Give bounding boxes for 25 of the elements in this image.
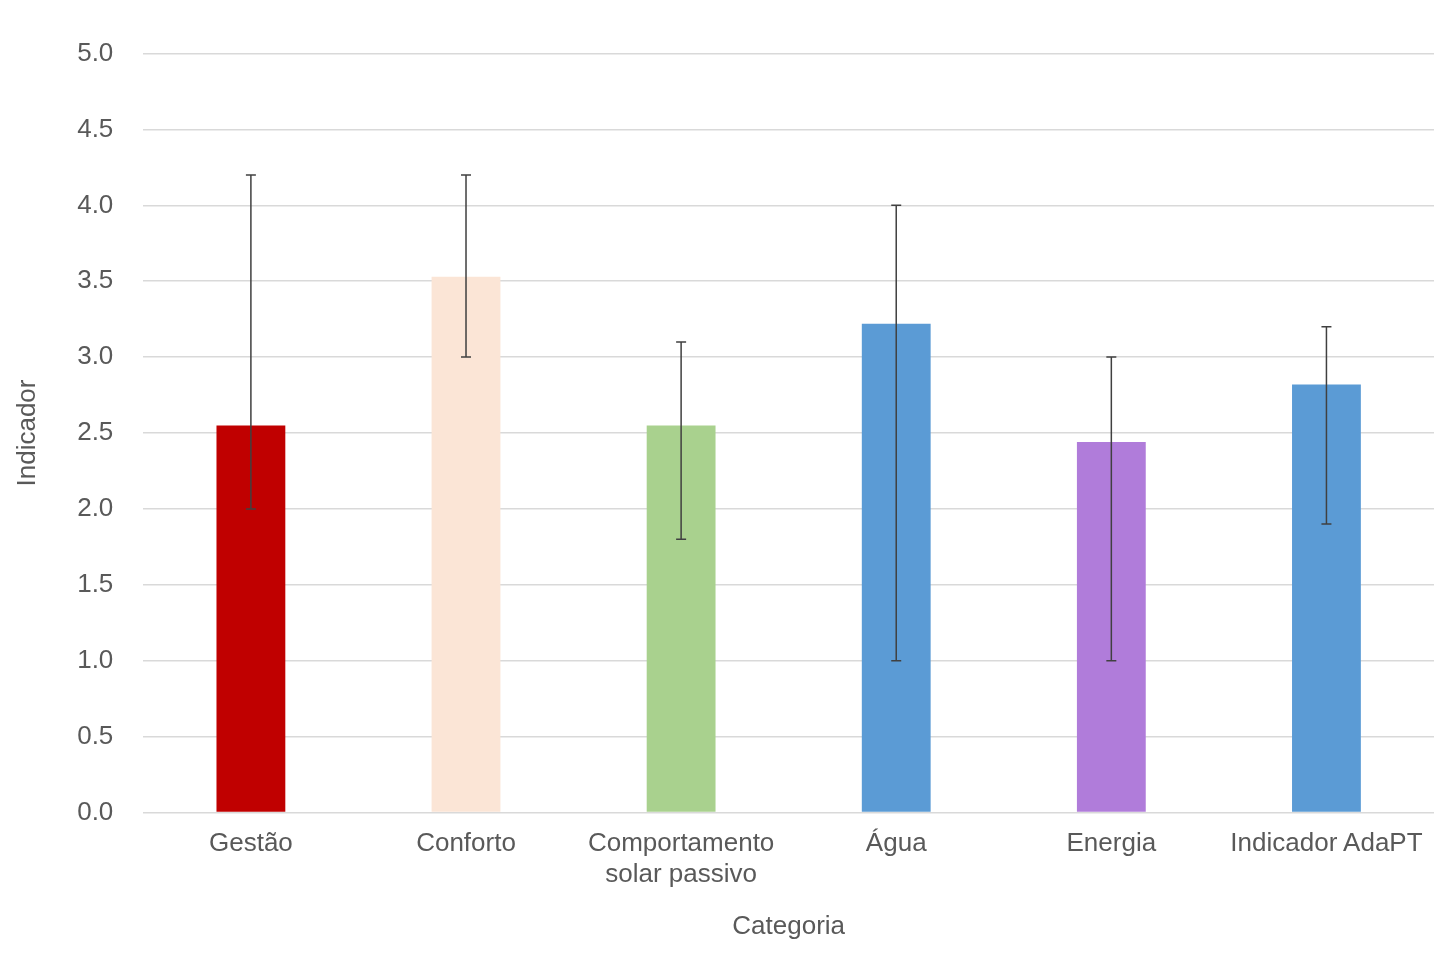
y-tick-label: 5.0 xyxy=(77,36,114,67)
x-tick-label: Conforto xyxy=(416,827,516,858)
bar xyxy=(646,425,716,812)
y-tick-label: 4.5 xyxy=(77,112,114,143)
x-tick-label: Gestão xyxy=(208,827,293,858)
y-tick-label: 3.0 xyxy=(77,340,114,371)
y-tick-label: 0.0 xyxy=(77,795,114,826)
x-tick-label: Indicador AdaPT xyxy=(1230,827,1423,858)
bar xyxy=(1292,384,1361,812)
y-tick-label: 0.5 xyxy=(77,719,114,750)
y-axis-title: Indicador xyxy=(10,379,41,487)
y-tick-label: 3.5 xyxy=(77,264,114,295)
x-tick-label: Água xyxy=(865,827,928,858)
bar xyxy=(861,323,931,812)
x-tick-label: Comportamento solar passivo xyxy=(587,827,775,889)
y-tick-label: 2.0 xyxy=(77,492,114,523)
x-axis-title: Categoria xyxy=(732,909,846,940)
x-tick-label: Energia xyxy=(1066,827,1157,858)
bar xyxy=(431,276,501,812)
bar xyxy=(216,425,286,812)
bar xyxy=(1076,442,1146,812)
y-tick-label: 2.5 xyxy=(77,416,114,447)
y-tick-label: 4.0 xyxy=(77,188,114,219)
y-tick-label: 1.0 xyxy=(77,643,114,674)
y-tick-label: 1.5 xyxy=(77,567,114,598)
